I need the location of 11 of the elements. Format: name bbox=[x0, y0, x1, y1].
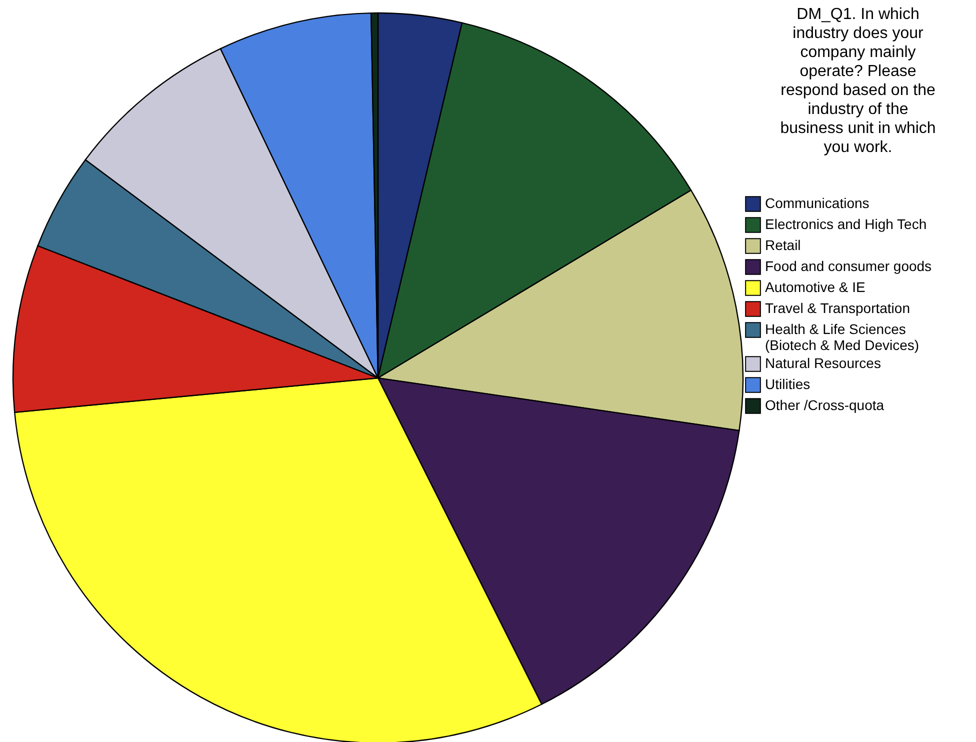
legend-label: Natural Resources bbox=[765, 355, 881, 371]
legend-label: Automotive & IE bbox=[765, 279, 866, 295]
legend-label: Food and consumer goods bbox=[765, 258, 932, 274]
legend-label: Retail bbox=[765, 237, 801, 253]
text: DM_Q1. In which industry does your company mainly operate? Please respond based on the industry of the business unit in which you work. bbox=[780, 6, 936, 156]
legend-label: Electronics and High Tech bbox=[765, 216, 927, 232]
legend-label: Other /Cross-quota bbox=[765, 397, 884, 413]
legend-label: Utilities bbox=[765, 376, 810, 392]
legend-label: Travel & Transportation bbox=[765, 300, 910, 316]
legend-label: Communications bbox=[765, 195, 870, 211]
legend-label: Health & Life Sciences (Biotech & Med Devices) bbox=[765, 321, 920, 353]
